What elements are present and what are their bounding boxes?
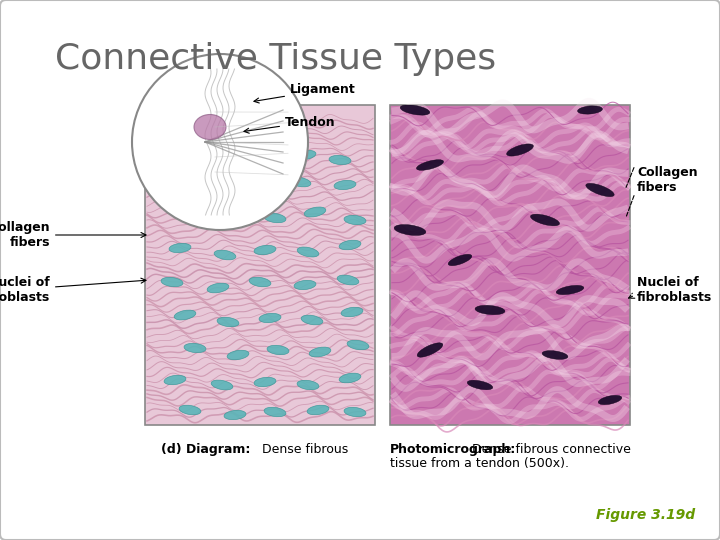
Ellipse shape <box>194 114 226 139</box>
Ellipse shape <box>577 106 603 114</box>
Ellipse shape <box>184 343 206 353</box>
Ellipse shape <box>161 278 183 287</box>
Ellipse shape <box>211 380 233 390</box>
Ellipse shape <box>267 346 289 355</box>
Ellipse shape <box>475 305 505 315</box>
Ellipse shape <box>259 313 281 322</box>
Ellipse shape <box>344 215 366 225</box>
Ellipse shape <box>224 410 246 420</box>
Ellipse shape <box>289 177 311 187</box>
Ellipse shape <box>531 214 559 226</box>
Ellipse shape <box>337 275 359 285</box>
Ellipse shape <box>417 343 443 357</box>
Ellipse shape <box>507 144 534 156</box>
Ellipse shape <box>339 240 361 250</box>
Ellipse shape <box>254 377 276 387</box>
Ellipse shape <box>329 156 351 165</box>
Text: Nuclei of
fibroblasts: Nuclei of fibroblasts <box>637 276 712 304</box>
Ellipse shape <box>394 225 426 235</box>
Ellipse shape <box>542 350 568 359</box>
Bar <box>145 105 375 425</box>
Text: Collagen
fibers: Collagen fibers <box>637 166 698 194</box>
Ellipse shape <box>598 395 622 404</box>
Ellipse shape <box>586 184 614 197</box>
Ellipse shape <box>297 247 319 257</box>
Text: Nuclei of
fibroblasts: Nuclei of fibroblasts <box>0 276 146 304</box>
Ellipse shape <box>304 207 326 217</box>
Text: Ligament: Ligament <box>254 84 356 103</box>
Ellipse shape <box>400 105 430 115</box>
Ellipse shape <box>174 150 196 160</box>
Ellipse shape <box>227 350 249 360</box>
Ellipse shape <box>179 210 201 220</box>
Circle shape <box>132 54 308 230</box>
Ellipse shape <box>169 244 191 253</box>
Ellipse shape <box>214 140 236 150</box>
Ellipse shape <box>556 285 584 295</box>
Text: (d) Diagram:: (d) Diagram: <box>161 443 250 456</box>
Ellipse shape <box>467 380 492 390</box>
Text: Connective Tissue Types: Connective Tissue Types <box>55 42 496 76</box>
Ellipse shape <box>339 373 361 383</box>
Ellipse shape <box>294 280 316 289</box>
Ellipse shape <box>174 310 196 320</box>
Ellipse shape <box>307 405 329 415</box>
Ellipse shape <box>219 217 241 227</box>
Ellipse shape <box>214 250 236 260</box>
Text: tissue from a tendon (500x).: tissue from a tendon (500x). <box>390 457 569 470</box>
Ellipse shape <box>207 283 229 293</box>
Ellipse shape <box>254 245 276 255</box>
Ellipse shape <box>416 160 444 170</box>
Ellipse shape <box>301 315 323 325</box>
Text: Dense fibrous: Dense fibrous <box>262 443 348 456</box>
Ellipse shape <box>294 150 316 160</box>
Ellipse shape <box>254 145 276 155</box>
Text: Dense fibrous connective: Dense fibrous connective <box>472 443 631 456</box>
Ellipse shape <box>448 254 472 266</box>
Ellipse shape <box>297 380 319 390</box>
Ellipse shape <box>341 307 363 317</box>
Ellipse shape <box>334 180 356 190</box>
Text: Tendon: Tendon <box>244 116 336 133</box>
Ellipse shape <box>264 213 286 222</box>
Ellipse shape <box>164 375 186 384</box>
Ellipse shape <box>164 180 186 190</box>
Text: Photomicrograph:: Photomicrograph: <box>390 443 516 456</box>
Ellipse shape <box>344 407 366 417</box>
Ellipse shape <box>309 347 330 357</box>
Ellipse shape <box>347 340 369 350</box>
Ellipse shape <box>264 407 286 417</box>
Text: Collagen
fibers: Collagen fibers <box>0 221 146 249</box>
Ellipse shape <box>244 183 266 193</box>
Text: Figure 3.19d: Figure 3.19d <box>596 508 695 522</box>
Bar <box>390 105 630 425</box>
Ellipse shape <box>179 405 201 415</box>
Ellipse shape <box>204 176 226 185</box>
Ellipse shape <box>249 277 271 287</box>
Ellipse shape <box>217 318 239 327</box>
